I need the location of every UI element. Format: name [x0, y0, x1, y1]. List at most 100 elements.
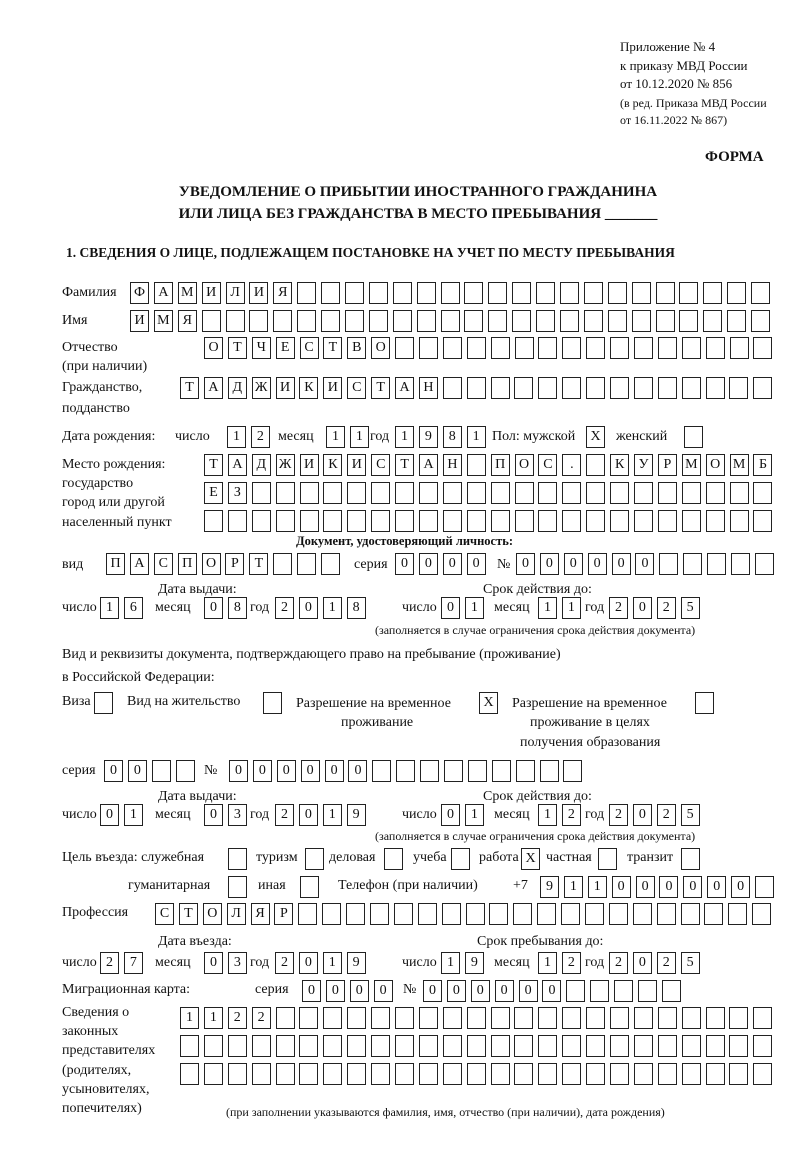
char-box[interactable] [442, 377, 462, 399]
char-box[interactable] [228, 848, 247, 870]
char-box[interactable] [323, 1063, 343, 1085]
char-box[interactable] [586, 337, 606, 359]
char-box[interactable]: 9 [418, 426, 438, 448]
char-box[interactable] [490, 337, 510, 359]
char-box[interactable] [466, 1007, 486, 1029]
char-box[interactable] [657, 337, 677, 359]
char-box[interactable]: 7 [123, 952, 143, 974]
char-box[interactable] [657, 1063, 677, 1085]
char-box[interactable]: Р [225, 553, 245, 575]
sex-female-checkbox[interactable] [684, 426, 703, 448]
char-box[interactable] [729, 1007, 749, 1029]
char-box[interactable] [562, 1007, 582, 1029]
char-box[interactable] [705, 510, 725, 532]
char-box[interactable] [371, 482, 391, 504]
char-box[interactable] [442, 1035, 462, 1057]
char-box[interactable]: С [538, 454, 558, 476]
char-box[interactable]: Р [274, 903, 294, 925]
char-box[interactable]: П [490, 454, 510, 476]
purpose-transit-checkbox[interactable] [681, 848, 700, 870]
char-box[interactable] [608, 903, 628, 925]
char-box[interactable]: Т [371, 377, 391, 399]
char-box[interactable]: 0 [441, 804, 460, 826]
char-box[interactable] [538, 1007, 558, 1029]
char-box[interactable] [345, 310, 365, 332]
char-box[interactable] [347, 510, 367, 532]
char-box[interactable]: . [562, 454, 582, 476]
rep-field-3[interactable] [180, 1063, 773, 1085]
char-box[interactable]: 2 [609, 804, 628, 826]
char-box[interactable] [395, 1063, 415, 1085]
char-box[interactable] [607, 310, 627, 332]
char-box[interactable] [753, 510, 773, 532]
char-box[interactable]: Л [225, 282, 245, 304]
char-box[interactable]: 0 [252, 760, 272, 782]
char-box[interactable] [180, 1063, 199, 1085]
edu-residence-checkbox[interactable] [695, 692, 714, 714]
char-box[interactable]: 1 [326, 426, 345, 448]
char-box[interactable] [752, 903, 772, 925]
char-box[interactable]: 1 [322, 952, 342, 974]
char-box[interactable] [297, 282, 317, 304]
char-box[interactable] [655, 282, 675, 304]
char-box[interactable] [491, 760, 511, 782]
char-box[interactable]: И [347, 454, 367, 476]
char-box[interactable]: 6 [123, 597, 143, 619]
char-box[interactable]: 0 [348, 760, 368, 782]
char-box[interactable]: П [106, 553, 125, 575]
char-box[interactable]: 9 [346, 952, 366, 974]
char-box[interactable] [751, 310, 771, 332]
char-box[interactable] [395, 510, 415, 532]
char-box[interactable] [539, 760, 559, 782]
char-box[interactable] [175, 760, 195, 782]
char-box[interactable]: Ж [275, 454, 295, 476]
char-box[interactable] [681, 482, 701, 504]
char-box[interactable] [729, 377, 749, 399]
char-box[interactable]: 0 [635, 876, 655, 898]
char-box[interactable]: 0 [516, 553, 535, 575]
char-box[interactable]: Т [204, 454, 223, 476]
char-box[interactable] [512, 282, 532, 304]
char-box[interactable]: 0 [635, 553, 655, 575]
char-box[interactable]: Е [275, 337, 295, 359]
char-box[interactable] [488, 282, 508, 304]
char-box[interactable]: 0 [466, 553, 486, 575]
char-box[interactable] [464, 282, 484, 304]
char-box[interactable] [657, 482, 677, 504]
char-box[interactable]: 0 [204, 952, 223, 974]
char-box[interactable]: 1 [563, 876, 583, 898]
char-box[interactable] [395, 337, 415, 359]
char-box[interactable] [372, 760, 392, 782]
char-box[interactable] [753, 1007, 773, 1029]
char-box[interactable]: М [729, 454, 749, 476]
char-box[interactable] [754, 553, 774, 575]
char-box[interactable]: О [705, 454, 725, 476]
char-box[interactable]: О [371, 337, 391, 359]
char-box[interactable]: 2 [100, 952, 119, 974]
char-box[interactable] [418, 1063, 438, 1085]
char-box[interactable]: 2 [251, 1007, 271, 1029]
char-box[interactable] [583, 310, 603, 332]
char-box[interactable]: 1 [203, 1007, 223, 1029]
purpose-tourism-checkbox[interactable] [305, 848, 324, 870]
char-box[interactable] [538, 377, 558, 399]
char-box[interactable]: 0 [204, 597, 223, 619]
char-box[interactable] [681, 337, 701, 359]
char-box[interactable] [305, 848, 324, 870]
char-box[interactable]: Е [204, 482, 223, 504]
char-box[interactable]: В [347, 337, 367, 359]
char-box[interactable]: 2 [561, 804, 581, 826]
char-box[interactable] [490, 1007, 510, 1029]
char-box[interactable]: 2 [250, 426, 270, 448]
char-box[interactable]: Я [177, 310, 197, 332]
char-box[interactable] [419, 337, 439, 359]
char-box[interactable] [563, 760, 583, 782]
char-box[interactable] [755, 876, 775, 898]
char-box[interactable] [419, 482, 439, 504]
